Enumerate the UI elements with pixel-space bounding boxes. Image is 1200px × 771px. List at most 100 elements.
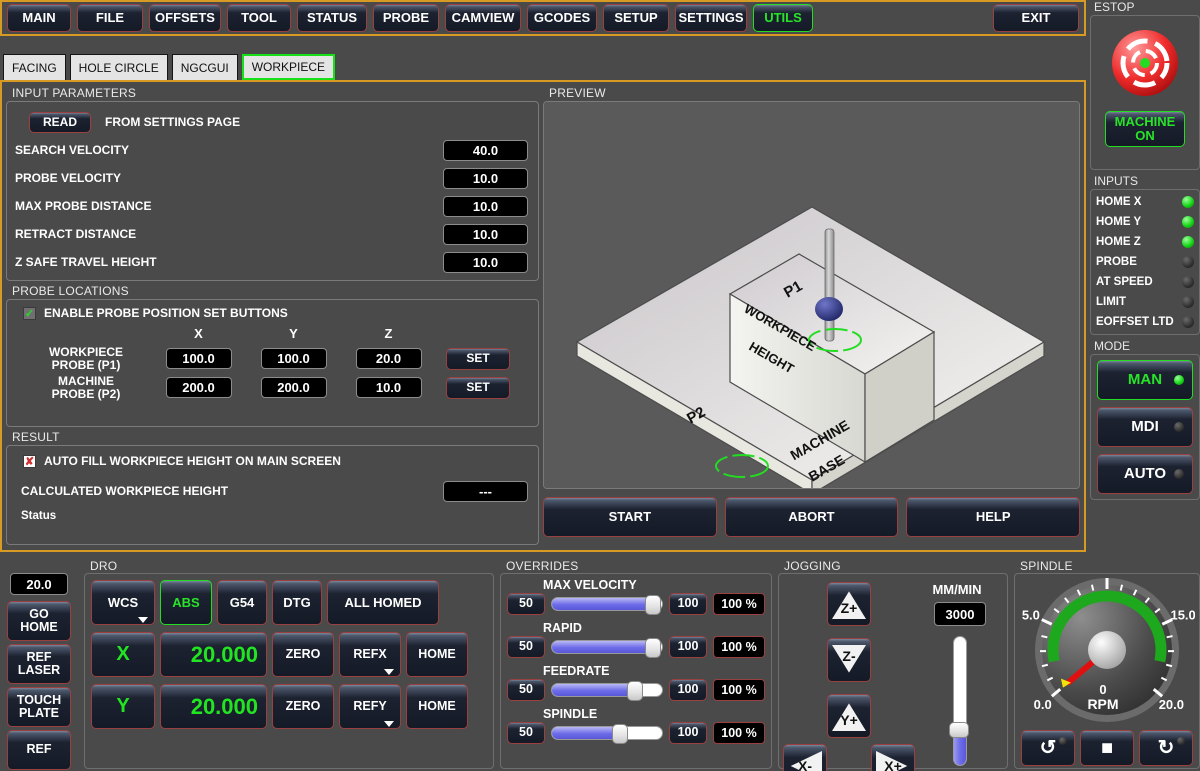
top-nav-tab-camview[interactable]: CAMVIEW: [445, 4, 521, 32]
jog-button-label: Z-: [842, 647, 856, 664]
top-nav-tab-status[interactable]: STATUS: [297, 4, 367, 32]
probe-set-button[interactable]: SET: [446, 347, 510, 370]
override-min-button[interactable]: 50: [507, 722, 545, 744]
preview-panel[interactable]: P1 P2 WORKPIECE HEIGHT MACHINE BASE: [543, 101, 1080, 489]
override-slider-knob[interactable]: [626, 681, 643, 701]
jog-button-xminus[interactable]: X-: [783, 744, 827, 771]
dro-button-dtg[interactable]: DTG: [272, 580, 322, 625]
dro-axis-label-x[interactable]: X: [91, 632, 155, 677]
spindle-rpm-unit: RPM: [1087, 696, 1119, 712]
sub-nav-tab-facing[interactable]: FACING: [3, 54, 66, 80]
override-slider[interactable]: [551, 724, 663, 744]
left-strip-value-field[interactable]: 20.0: [10, 573, 68, 595]
override-slider[interactable]: [551, 595, 663, 615]
spindle-stop-button[interactable]: ■: [1080, 730, 1134, 766]
override-min-button[interactable]: 50: [507, 636, 545, 658]
dro-zero-button-y[interactable]: ZERO: [272, 684, 334, 729]
spindle-ccw-button[interactable]: ↺: [1021, 730, 1075, 766]
override-max-button[interactable]: 100: [669, 636, 707, 658]
autofill-height-checkbox[interactable]: ✘: [23, 454, 36, 468]
sub-nav-tab-ngcgui[interactable]: NGCGUI: [171, 54, 238, 80]
probe-y-field[interactable]: 200.0: [260, 377, 327, 398]
probe-x-field[interactable]: 200.0: [165, 377, 232, 398]
jog-speed-value[interactable]: 3000: [934, 602, 986, 626]
exit-button[interactable]: EXIT: [993, 4, 1079, 32]
read-settings-caption: FROM SETTINGS PAGE: [105, 115, 241, 129]
dro-ref-button-x[interactable]: REFX: [339, 632, 401, 677]
top-nav-tab-offsets[interactable]: OFFSETS: [149, 4, 221, 32]
mode-button-auto[interactable]: AUTO: [1097, 454, 1193, 494]
dro-zero-button-x[interactable]: ZERO: [272, 632, 334, 677]
dro-button-all-homed[interactable]: ALL HOMED: [327, 580, 439, 625]
inputs-panel: HOME X HOME Y HOME Z PROBE AT SPEED LIMIT EOFF…: [1090, 189, 1200, 335]
jog-button-zminus[interactable]: Z-: [827, 638, 871, 682]
input-status-row: EOFFSET LTD: [1091, 312, 1199, 332]
estop-icon[interactable]: [1110, 28, 1180, 98]
override-max-button[interactable]: 100: [669, 593, 707, 615]
mode-button-mdi[interactable]: MDI: [1097, 407, 1193, 447]
dro-home-button-x[interactable]: HOME: [406, 632, 468, 677]
sub-nav-tab-hole-circle[interactable]: HOLE CIRCLE: [69, 54, 168, 80]
jog-speed-slider[interactable]: [953, 636, 967, 766]
dro-axis-label-y[interactable]: Y: [91, 684, 155, 729]
top-nav-tab-probe[interactable]: PROBE: [373, 4, 439, 32]
top-nav-tab-main[interactable]: MAIN: [7, 4, 71, 32]
input-parameter-field[interactable]: 10.0: [443, 195, 528, 217]
gauge-tick-label: 0.0: [1034, 697, 1052, 712]
probe-y-field[interactable]: 100.0: [260, 348, 327, 369]
machine-on-button[interactable]: MACHINE ON: [1105, 111, 1185, 147]
input-parameter-field[interactable]: 10.0: [443, 251, 528, 273]
preview-3d-scene[interactable]: P1 P2 WORKPIECE HEIGHT MACHINE BASE: [544, 102, 1079, 488]
top-nav-tab-gcodes[interactable]: GCODES: [527, 4, 597, 32]
probe-x-field[interactable]: 100.0: [165, 348, 232, 369]
dro-home-button-y[interactable]: HOME: [406, 684, 468, 729]
dro-panel: WCS ABS G54 DTG ALL HOMED X 20.000 ZERO REFX HOM…: [84, 573, 494, 769]
probe-z-field[interactable]: 20.0: [355, 348, 422, 369]
enable-probe-set-checkbox[interactable]: ✓: [23, 306, 36, 320]
override-slider-knob[interactable]: [612, 724, 629, 744]
probe-z-field[interactable]: 10.0: [355, 377, 422, 398]
top-nav-tab-setup[interactable]: SETUP: [603, 4, 669, 32]
jog-button-yplus[interactable]: Y+: [827, 694, 871, 738]
start-button[interactable]: START: [543, 497, 717, 537]
left-strip-button-touch-plate[interactable]: TOUCH PLATE: [7, 687, 71, 727]
top-navigation-bar: MAIN FILE OFFSETS TOOL STATUS PROBE CAMVIEW GCO…: [0, 0, 1086, 36]
input-parameter-field[interactable]: 40.0: [443, 139, 528, 161]
override-slider-knob[interactable]: [645, 595, 662, 615]
override-max-button[interactable]: 100: [669, 722, 707, 744]
left-strip-button-ref-laser[interactable]: REF LASER: [7, 644, 71, 684]
mode-button-man[interactable]: MAN: [1097, 360, 1193, 400]
dro-axis-value-x[interactable]: 20.000: [160, 632, 267, 677]
override-slider[interactable]: [551, 638, 663, 658]
override-slider[interactable]: [551, 681, 663, 701]
dro-ref-button-y[interactable]: REFY: [339, 684, 401, 729]
jog-speed-slider-knob[interactable]: [949, 721, 969, 738]
sub-nav-tab-workpiece[interactable]: WORKPIECE: [241, 54, 336, 80]
input-parameter-field[interactable]: 10.0: [443, 223, 528, 245]
top-nav-tab-utils[interactable]: UTILS: [753, 4, 813, 32]
override-min-button[interactable]: 50: [507, 593, 545, 615]
dro-button-wcs[interactable]: WCS: [91, 580, 155, 625]
probe-set-button[interactable]: SET: [446, 376, 510, 399]
abort-button[interactable]: ABORT: [724, 497, 899, 537]
top-nav-tab-tool[interactable]: TOOL: [227, 4, 291, 32]
dro-button-abs[interactable]: ABS: [160, 580, 212, 625]
top-nav-tab-file[interactable]: FILE: [77, 4, 143, 32]
chevron-down-icon: [384, 669, 394, 675]
left-strip-button-line1: REF: [26, 649, 52, 664]
read-settings-button[interactable]: READ: [29, 111, 91, 133]
jog-button-zplus[interactable]: Z+: [827, 582, 871, 626]
jog-button-xplus[interactable]: X+: [871, 744, 915, 771]
input-parameter-field[interactable]: 10.0: [443, 167, 528, 189]
left-strip-button-ref[interactable]: REF: [7, 730, 71, 770]
override-max-button[interactable]: 100: [669, 679, 707, 701]
help-button[interactable]: HELP: [906, 497, 1081, 537]
dro-axis-value-y[interactable]: 20.000: [160, 684, 267, 729]
workpiece-isometric-svg: [575, 206, 1046, 488]
override-slider-knob[interactable]: [645, 638, 662, 658]
spindle-cw-button[interactable]: ↻: [1139, 730, 1193, 766]
top-nav-tab-settings[interactable]: SETTINGS: [675, 4, 747, 32]
left-strip-button-go-home[interactable]: GO HOME: [7, 601, 71, 641]
override-min-button[interactable]: 50: [507, 679, 545, 701]
dro-button-g54[interactable]: G54: [217, 580, 267, 625]
